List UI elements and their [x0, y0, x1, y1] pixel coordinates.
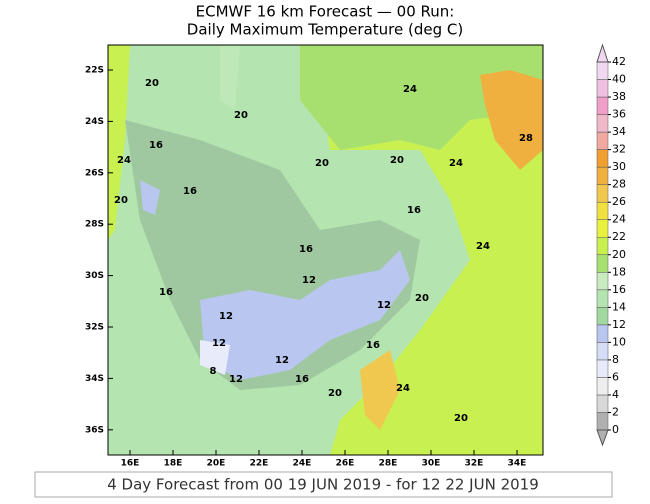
colorbar-label: 4 [612, 388, 619, 401]
colorbar-segment [596, 289, 609, 308]
footer-box [34, 471, 613, 498]
map-frame [107, 44, 544, 456]
colorbar-label: 2 [612, 405, 619, 418]
colorbar-label: 12 [612, 318, 626, 331]
contour-label: 16 [295, 374, 309, 385]
contour-label: 20 [234, 110, 248, 121]
contour-label: 24 [449, 158, 463, 169]
colorbar-label: 32 [612, 143, 626, 156]
lat-label: 36S [85, 425, 104, 435]
colorbar-label: 6 [612, 370, 619, 383]
lon-label: 30E [422, 459, 441, 469]
colorbar-segment [596, 342, 609, 361]
contour-label: 16 [149, 140, 163, 151]
contour-label: 20 [415, 293, 429, 304]
colorbar-label: 36 [612, 108, 626, 121]
lon-label: 22E [250, 459, 269, 469]
title: ECMWF 16 km Forecast — 00 Run: [196, 3, 455, 21]
colorbar-label: 10 [612, 335, 626, 348]
colorbar-segment [596, 236, 609, 256]
contour-label: 24 [117, 155, 131, 166]
lat-label: 26S [85, 168, 104, 178]
contour-label: 12 [275, 355, 289, 366]
colorbar-label: 26 [612, 195, 626, 208]
lon-label: 20E [207, 459, 226, 469]
lat-label: 22S [85, 66, 104, 76]
colorbar-label: 20 [612, 248, 626, 261]
subtitle: Daily Maximum Temperature (deg C) [187, 21, 463, 39]
colorbar-segment [596, 114, 609, 133]
contour-label: 16 [366, 340, 380, 351]
colorbar-segment [596, 61, 609, 80]
contour-label: 20 [315, 158, 329, 169]
lon-label: 16E [121, 459, 140, 469]
colorbar-segment [596, 307, 609, 326]
map [108, 45, 543, 455]
colorbar-label: 24 [612, 213, 626, 226]
colorbar-segment [596, 166, 609, 185]
colorbar-label: 14 [612, 300, 626, 313]
colorbar-label: 34 [612, 125, 626, 138]
contour-label: 24 [396, 383, 410, 394]
colorbar-label: 16 [612, 283, 626, 296]
contour-label: 20 [328, 388, 342, 399]
lat-label: 28S [85, 220, 104, 230]
colorbar-segment [596, 131, 609, 150]
footer: 4 Day Forecast from 00 19 JUN 2019 - for… [107, 476, 539, 494]
colorbar-label: 18 [612, 265, 626, 278]
colorbar-segment [596, 412, 609, 431]
contour-label: 28 [519, 133, 533, 144]
colorbar-segment [596, 201, 609, 220]
colorbar-top [596, 43, 609, 63]
contour-label: 12 [219, 311, 233, 322]
lon-label: 28E [379, 459, 398, 469]
lat-label: 24S [85, 117, 104, 127]
colorbar-segment [596, 324, 609, 343]
colorbar-segment [596, 272, 609, 291]
colorbar-segment [596, 254, 609, 273]
lat-label: 30S [85, 271, 104, 281]
lon-label: 18E [164, 459, 183, 469]
colorbar-segment [596, 79, 609, 98]
lon-label: 24E [293, 459, 312, 469]
colorbar-segment [596, 96, 609, 115]
lon-label: 34E [508, 459, 527, 469]
contour-label: 12 [377, 300, 391, 311]
contour-label: 12 [229, 374, 243, 385]
colorbar-label: 38 [612, 90, 626, 103]
colorbar-label: 0 [612, 423, 619, 436]
contour-label: 24 [476, 241, 490, 252]
contour-label: 16 [299, 244, 313, 255]
lat-label: 34S [85, 374, 104, 384]
contour-label: 16 [407, 205, 421, 216]
contour-label: 12 [302, 275, 316, 286]
lon-label: 32E [465, 459, 484, 469]
colorbar-segment [596, 219, 609, 238]
colorbar-segment [596, 359, 609, 378]
lat-label: 32S [85, 323, 104, 333]
colorbar-label: 42 [612, 55, 626, 68]
colorbar-label: 28 [612, 178, 626, 191]
colorbar-segment [596, 377, 609, 396]
colorbar-segment [596, 184, 609, 203]
contour-label: 20 [114, 195, 128, 206]
colorbar-label: 22 [612, 230, 626, 243]
colorbar-label: 30 [612, 160, 626, 173]
colorbar-label: 40 [612, 73, 626, 86]
contour-label: 8 [210, 366, 217, 377]
contour-label: 12 [212, 338, 226, 349]
contour-label: 20 [454, 413, 468, 424]
contour-label: 16 [159, 287, 173, 298]
contour-label: 20 [145, 78, 159, 89]
colorbar-segment [596, 394, 609, 413]
contour-label: 20 [390, 155, 404, 166]
colorbar-segment [596, 149, 609, 168]
contour-label: 24 [403, 84, 417, 95]
colorbar-label: 8 [612, 353, 619, 366]
colorbar-bottom [596, 429, 609, 447]
lon-label: 26E [336, 459, 355, 469]
contour-label: 16 [183, 186, 197, 197]
